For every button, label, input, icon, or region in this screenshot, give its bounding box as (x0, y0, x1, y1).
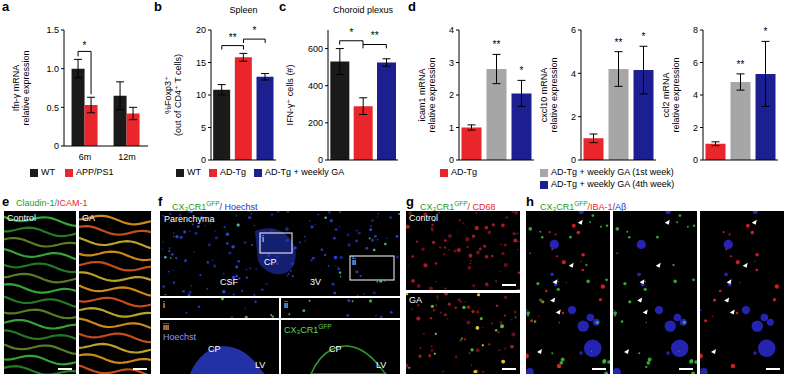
svg-text:0.5: 0.5 (46, 103, 59, 113)
html-text:CX₃CR1GFP/ CD68: CX₃CR1GFP/ CD68 (420, 200, 496, 212)
svg-text:10: 10 (196, 90, 206, 100)
svg-text:Ifn-γ mRNArelative expression: Ifn-γ mRNArelative expression (11, 50, 31, 125)
svg-text:ccl2 mRNArelative expression: ccl2 mRNArelative expression (661, 57, 681, 132)
svg-text:4: 4 (693, 90, 698, 100)
html-text:AD-Tg + weekly GA (1st week): AD-Tg + weekly GA (1st week) (551, 167, 674, 177)
svg-text:2: 2 (693, 123, 698, 133)
svg-text:IFN-γ⁺ cells (#): IFN-γ⁺ cells (#) (285, 65, 295, 126)
html-text:d: d (408, 0, 416, 14)
html-text:Control: Control (7, 213, 36, 223)
svg-text:**: ** (737, 59, 745, 70)
svg-text:600: 600 (308, 44, 323, 54)
svg-text:400: 400 (308, 81, 323, 91)
html-text:Parenchyma: Parenchyma (164, 214, 215, 224)
html-text:CP: CP (329, 344, 342, 354)
svg-text:**: ** (229, 32, 237, 43)
html-text:i: i (262, 234, 264, 244)
html-text:GA: GA (409, 295, 422, 305)
html-text:iii: iii (163, 322, 169, 332)
html-text:LV: LV (255, 360, 266, 370)
html-text:APP/PS1: APP/PS1 (76, 167, 114, 177)
svg-text:200: 200 (308, 118, 323, 128)
html-text:a: a (2, 0, 10, 14)
svg-text:0: 0 (201, 155, 206, 164)
html-text:WT: WT (187, 167, 201, 177)
html-text:AD-Tg: AD-Tg (220, 167, 246, 177)
svg-text:**: ** (615, 37, 623, 48)
svg-text:3: 3 (449, 58, 454, 68)
html-text:e: e (2, 194, 10, 209)
svg-text:8: 8 (693, 25, 698, 35)
html-text:CP: CP (208, 344, 221, 354)
html-text:c: c (279, 0, 287, 14)
svg-text:12m: 12m (118, 152, 136, 162)
svg-text:1.5: 1.5 (46, 25, 59, 35)
html-text:h: h (526, 194, 534, 209)
svg-text:1: 1 (449, 123, 454, 133)
svg-text:0: 0 (318, 155, 323, 164)
html-text:b: b (154, 0, 162, 14)
svg-text:0: 0 (693, 155, 698, 164)
html-text:ii: ii (352, 257, 356, 267)
html-text:AD-Tg: AD-Tg (451, 167, 477, 177)
svg-text:*: * (349, 27, 353, 38)
html-text:AD-Tg + weekly GA (4th week): AD-Tg + weekly GA (4th week) (551, 179, 675, 189)
html-text:Claudin-1/ ICAM-1: Claudin-1/ ICAM-1 (16, 198, 88, 208)
svg-text:%Foxp3⁺(out of CD4⁺ T cells): %Foxp3⁺(out of CD4⁺ T cells) (163, 54, 183, 136)
svg-text:*: * (83, 40, 87, 51)
html-text:GA: GA (82, 213, 95, 223)
svg-text:cxcl10 mRNArelative expression: cxcl10 mRNArelative expression (539, 57, 559, 132)
svg-text:**: ** (493, 39, 501, 50)
svg-text:*: * (252, 25, 256, 36)
html-text:LV: LV (376, 360, 387, 370)
html-text:Control: Control (409, 213, 438, 223)
html-text:CSF: CSF (220, 277, 238, 287)
svg-text:*: * (642, 31, 646, 42)
svg-text:15: 15 (196, 58, 206, 68)
html-text:WT: WT (41, 167, 55, 177)
svg-text:**: ** (371, 30, 379, 41)
html-text:ii: ii (284, 300, 288, 310)
svg-text:2: 2 (449, 90, 454, 100)
svg-text:5: 5 (201, 123, 206, 133)
svg-text:2: 2 (571, 112, 576, 122)
html-text:CX₃CR1GFP/ Hoechst: CX₃CR1GFP/ Hoechst (172, 200, 258, 212)
html-text:CX₃CR1GFP: CX₃CR1GFP (284, 323, 332, 335)
html-text:Hoechst: Hoechst (163, 332, 196, 342)
html-text:i: i (163, 300, 165, 310)
svg-text:0: 0 (54, 141, 59, 151)
svg-text:6m: 6m (79, 152, 92, 162)
html-text:CP: CP (264, 257, 277, 267)
svg-text:4: 4 (449, 25, 454, 35)
svg-text:6: 6 (693, 58, 698, 68)
html-text:AD-Tg + weekly GA: AD-Tg + weekly GA (265, 167, 345, 177)
html-text:g: g (406, 194, 414, 209)
html-text:Choroid plexus: Choroid plexus (333, 5, 393, 15)
svg-text:*: * (764, 26, 768, 37)
svg-text:20: 20 (196, 25, 206, 35)
html-text:CX₃CR1GFP/IBA-1 /Aβ: CX₃CR1GFP/IBA-1 /Aβ (540, 200, 627, 212)
svg-text:icam1 mRNArelative expression: icam1 mRNArelative expression (417, 57, 437, 132)
html-text:Spleen: Spleen (229, 5, 258, 15)
svg-text:6: 6 (571, 25, 576, 35)
svg-text:1.0: 1.0 (46, 64, 59, 74)
svg-text:0: 0 (571, 155, 576, 164)
html-text:3V: 3V (310, 277, 321, 287)
svg-text:*: * (520, 65, 524, 76)
svg-text:0: 0 (449, 155, 454, 164)
html-text:f: f (158, 194, 163, 209)
svg-text:4: 4 (571, 69, 576, 79)
